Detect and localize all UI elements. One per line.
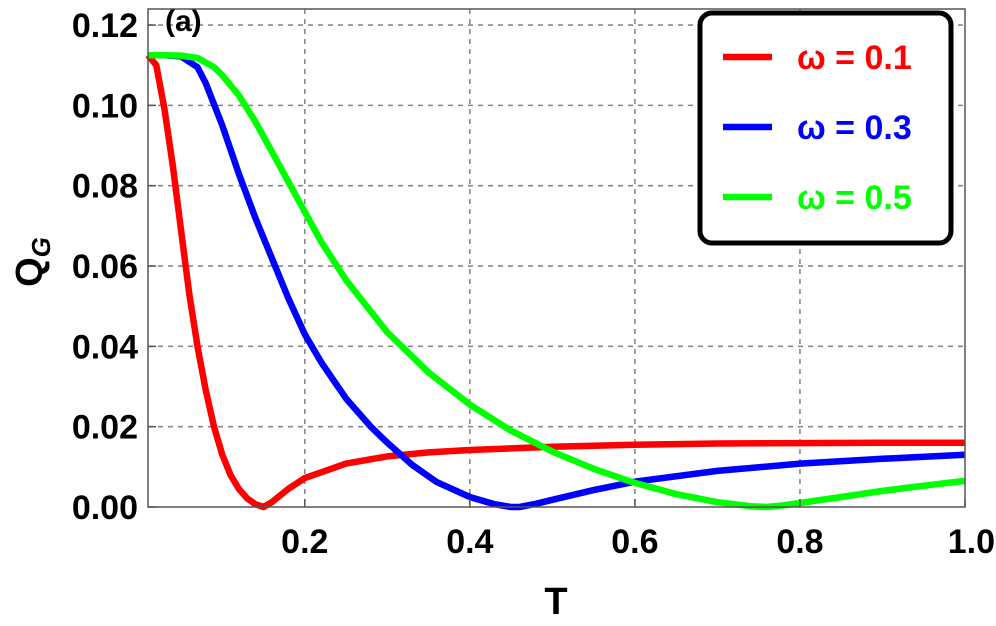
y-axis-title-group: QG — [9, 237, 56, 287]
y-tick-label-3: 0.06 — [72, 248, 138, 286]
x-tick-label-0: 0.2 — [281, 523, 328, 561]
y-tick-label-4: 0.08 — [72, 168, 138, 206]
x-axis: 0.2 0.4 0.6 0.8 1.0 — [281, 499, 995, 561]
y-axis-title-subscript: G — [26, 237, 56, 257]
series-line-0 — [145, 53, 965, 511]
legend-box — [697, 10, 954, 246]
legend-label-2: ω = 0.5 — [797, 179, 912, 217]
series-line-2 — [148, 51, 966, 511]
panel-label: (a) — [165, 5, 202, 38]
y-tick-label-6: 0.12 — [72, 7, 138, 45]
y-tick-label-2: 0.04 — [72, 328, 138, 366]
series-line-1 — [148, 51, 966, 511]
y-tick-label-5: 0.10 — [72, 87, 138, 125]
x-tick-label-4: 1.0 — [948, 523, 995, 561]
series-layer — [145, 51, 966, 511]
legend: ω = 0.1 ω = 0.3 ω = 0.5 — [697, 10, 954, 246]
y-axis-title: Q — [9, 257, 51, 287]
x-tick-label-2: 0.6 — [611, 523, 658, 561]
y-tick-label-1: 0.02 — [72, 409, 138, 447]
y-tick-label-0: 0.00 — [72, 489, 138, 527]
x-tick-label-3: 0.8 — [776, 523, 823, 561]
svg-text:QG: QG — [9, 237, 56, 287]
legend-label-1: ω = 0.3 — [797, 109, 912, 147]
legend-label-0: ω = 0.1 — [797, 39, 912, 77]
x-tick-label-1: 0.4 — [446, 523, 493, 561]
y-axis: 0.00 0.02 0.04 0.06 0.08 0.10 0.12 — [72, 7, 156, 527]
x-axis-title: T — [544, 581, 567, 623]
plot-frame — [147, 8, 966, 508]
